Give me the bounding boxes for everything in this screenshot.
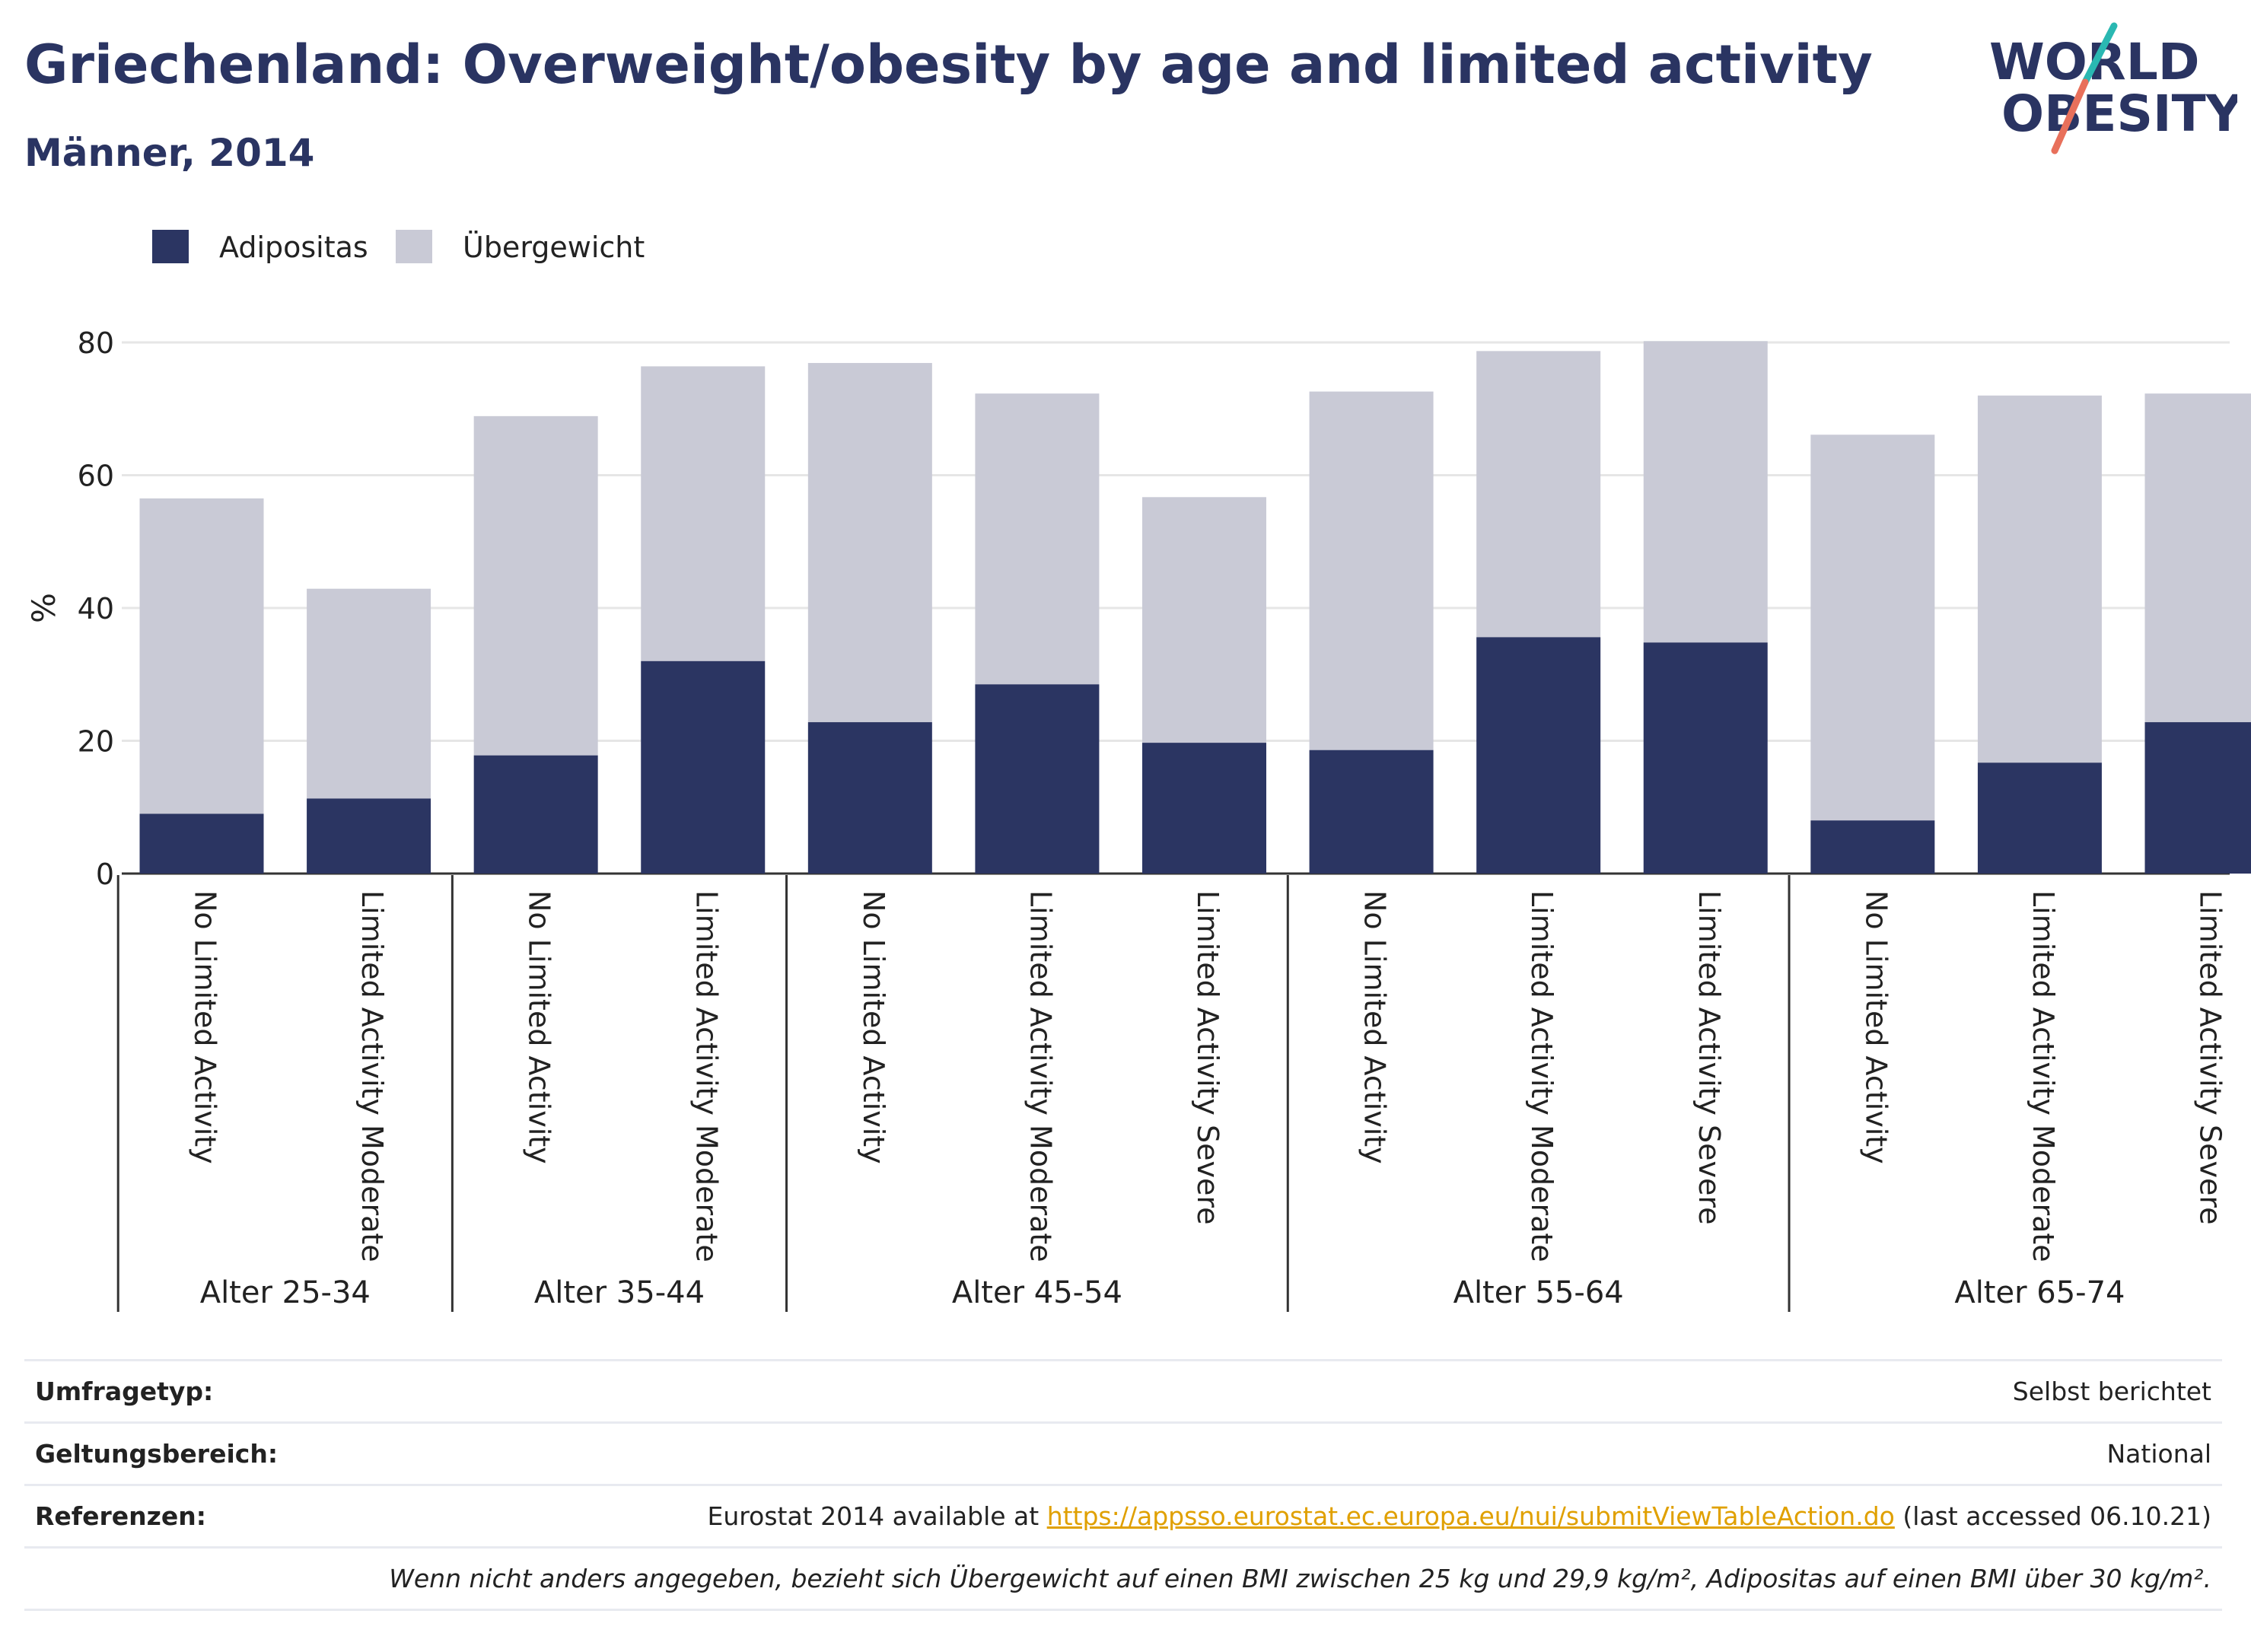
- bar-overweight: [1142, 497, 1266, 743]
- legend-label: Übergewicht: [463, 231, 645, 264]
- bar-overweight: [975, 393, 1100, 685]
- y-tick-label: 20: [78, 725, 114, 759]
- bar-overweight: [2144, 393, 2251, 723]
- legend-swatch: [152, 230, 189, 263]
- x-category-label: Limited Activity Moderate: [1024, 890, 1057, 1262]
- bar-obesity: [139, 813, 264, 874]
- references-suffix: (last accessed 06.10.21): [1894, 1501, 2211, 1531]
- x-category-label: Limited Activity Moderate: [689, 890, 723, 1262]
- y-axis-label: %: [25, 593, 62, 623]
- bar-obesity: [641, 660, 766, 874]
- legend-label: Adipositas: [219, 231, 368, 264]
- world-obesity-logo: WORLD OBESITY: [1989, 22, 2237, 154]
- chart-subtitle: Männer, 2014: [24, 131, 315, 175]
- info-row-scope: Geltungsbereich: National: [24, 1423, 2222, 1485]
- bar-obesity: [307, 798, 431, 874]
- y-tick-label: 0: [96, 858, 114, 891]
- bar-obesity: [2144, 722, 2251, 874]
- age-group-label: Alter 25-34: [200, 1275, 371, 1310]
- survey-type-value: Selbst berichtet: [2012, 1377, 2211, 1406]
- bar-chart: 0 20 40 60 80% Adipositas Übergewicht No Limite…: [25, 230, 2251, 1312]
- x-category-label: Limited Activity Moderate: [2027, 890, 2060, 1262]
- survey-type-label: Umfragetyp:: [35, 1377, 214, 1406]
- x-category-label: Limited Activity Severe: [1692, 890, 1726, 1225]
- age-group-label: Alter 65-74: [1954, 1275, 2125, 1310]
- bar-overweight: [307, 588, 431, 799]
- bar-overweight: [641, 366, 766, 661]
- bar-obesity: [807, 722, 932, 874]
- logo-word-obesity: OBESITY: [2001, 84, 2237, 143]
- references-value: Eurostat 2014 available at https://appss…: [365, 1485, 2222, 1548]
- bar-obesity: [1309, 750, 1434, 874]
- bar-obesity: [1643, 642, 1768, 874]
- bar-obesity: [473, 755, 598, 874]
- age-group-label: Alter 45-54: [952, 1275, 1122, 1310]
- scope-label: Geltungsbereich:: [35, 1439, 279, 1469]
- x-category-label: Limited Activity Moderate: [355, 890, 389, 1262]
- info-row-survey-type: Umfragetyp: Selbst berichtet: [24, 1360, 2222, 1423]
- references-label: Referenzen:: [35, 1501, 206, 1531]
- logo-slash-teal: [2081, 22, 2118, 86]
- x-category-label: Limited Activity Severe: [1191, 890, 1224, 1225]
- x-category-label: No Limited Activity: [1358, 890, 1392, 1164]
- eurostat-link[interactable]: https://appsso.eurostat.ec.europa.eu/nui…: [1046, 1501, 1895, 1531]
- bar-overweight: [1309, 391, 1434, 750]
- references-prefix: Eurostat 2014 available at: [707, 1501, 1047, 1531]
- bar-obesity: [1142, 743, 1266, 874]
- y-tick-label: 80: [78, 326, 114, 360]
- bar-overweight: [139, 498, 264, 814]
- scope-value: National: [2106, 1439, 2211, 1469]
- bar-obesity: [1977, 762, 2102, 874]
- info-table: Umfragetyp: Selbst berichtet Geltungsber…: [24, 1359, 2222, 1611]
- x-category-label: Limited Activity Moderate: [1525, 890, 1559, 1262]
- age-group-label: Alter 55-64: [1453, 1275, 1624, 1310]
- y-tick-label: 40: [78, 592, 114, 625]
- bar-overweight: [1810, 434, 1935, 821]
- bmi-definition-note: Wenn nicht anders angegeben, bezieht sic…: [389, 1564, 2211, 1593]
- bar-obesity: [1476, 637, 1601, 874]
- y-tick-label: 60: [78, 460, 114, 493]
- age-group-label: Alter 35-44: [534, 1275, 705, 1310]
- bar-overweight: [1476, 351, 1601, 638]
- x-category-label: No Limited Activity: [523, 890, 556, 1164]
- info-row-references: Referenzen: Eurostat 2014 available at h…: [24, 1485, 2222, 1548]
- x-category-label: No Limited Activity: [857, 890, 890, 1164]
- bar-obesity: [975, 684, 1100, 874]
- x-category-label: No Limited Activity: [189, 890, 222, 1164]
- info-row-note: Wenn nicht anders angegeben, bezieht sic…: [24, 1548, 2222, 1610]
- bar-obesity: [1810, 820, 1935, 874]
- x-category-label: Limited Activity Severe: [2194, 890, 2227, 1225]
- legend-swatch: [396, 230, 432, 263]
- chart-title: Griechenland: Overweight/obesity by age …: [24, 33, 1873, 96]
- bar-overweight: [473, 415, 598, 756]
- logo-slash-coral: [2051, 78, 2089, 154]
- bar-overweight: [1977, 395, 2102, 763]
- bar-overweight: [1643, 341, 1768, 643]
- x-category-label: No Limited Activity: [1859, 890, 1893, 1164]
- bar-overweight: [807, 363, 932, 723]
